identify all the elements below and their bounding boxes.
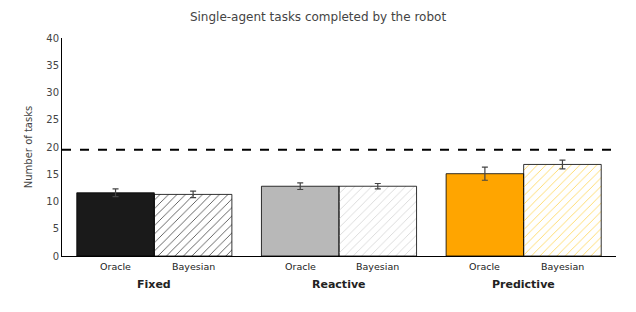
svg-text:20: 20 [46,142,59,153]
svg-text:Number of tasks: Number of tasks [23,106,34,188]
svg-text:15: 15 [46,169,59,180]
svg-text:Oracle: Oracle [469,261,500,272]
svg-text:0: 0 [53,251,59,262]
svg-text:Predictive: Predictive [492,278,555,291]
svg-text:Bayesian: Bayesian [172,261,215,272]
svg-text:Bayesian: Bayesian [356,261,399,272]
svg-text:Single-agent tasks completed b: Single-agent tasks completed by the robo… [190,10,447,24]
svg-text:Bayesian: Bayesian [541,261,584,272]
svg-text:10: 10 [46,196,59,207]
svg-text:Oracle: Oracle [100,261,131,272]
svg-text:25: 25 [46,114,59,125]
svg-text:Reactive: Reactive [312,278,366,291]
svg-text:5: 5 [53,223,59,234]
svg-text:30: 30 [46,87,59,98]
svg-text:Oracle: Oracle [285,261,316,272]
svg-text:Fixed: Fixed [137,278,171,291]
svg-text:35: 35 [46,60,59,71]
svg-text:40: 40 [46,33,59,44]
